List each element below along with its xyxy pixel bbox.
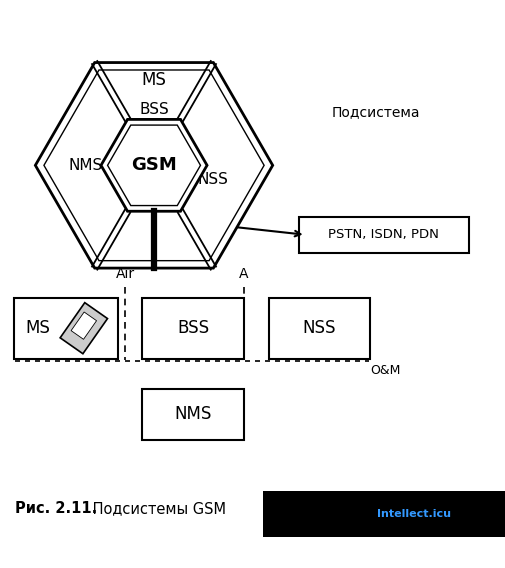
Text: MS: MS bbox=[141, 71, 167, 89]
Text: NSS: NSS bbox=[302, 319, 336, 337]
FancyBboxPatch shape bbox=[142, 298, 244, 359]
Polygon shape bbox=[108, 125, 200, 206]
Text: MS: MS bbox=[25, 319, 50, 337]
Polygon shape bbox=[71, 312, 96, 339]
FancyBboxPatch shape bbox=[263, 491, 505, 537]
FancyBboxPatch shape bbox=[269, 298, 370, 359]
Text: Подсистема: Подсистема bbox=[332, 105, 421, 119]
FancyBboxPatch shape bbox=[299, 217, 469, 253]
Polygon shape bbox=[101, 119, 207, 211]
Text: NMS: NMS bbox=[174, 405, 212, 423]
Text: GSM: GSM bbox=[131, 156, 177, 174]
Text: PSTN, ISDN, PDN: PSTN, ISDN, PDN bbox=[328, 228, 439, 241]
FancyBboxPatch shape bbox=[142, 389, 244, 440]
Text: NMS: NMS bbox=[68, 158, 103, 173]
Text: A: A bbox=[239, 268, 248, 282]
Text: NSS: NSS bbox=[198, 172, 229, 187]
Text: BSS: BSS bbox=[177, 319, 209, 337]
Text: Air: Air bbox=[116, 268, 135, 282]
Text: Intellect.icu: Intellect.icu bbox=[377, 509, 451, 519]
Polygon shape bbox=[60, 303, 108, 354]
Text: O&M: O&M bbox=[370, 364, 400, 377]
Text: Подсистемы GSM: Подсистемы GSM bbox=[88, 501, 226, 516]
Text: BSS: BSS bbox=[139, 102, 169, 117]
Text: Рис. 2.11.: Рис. 2.11. bbox=[15, 501, 97, 516]
FancyBboxPatch shape bbox=[14, 298, 118, 359]
Polygon shape bbox=[44, 70, 264, 261]
